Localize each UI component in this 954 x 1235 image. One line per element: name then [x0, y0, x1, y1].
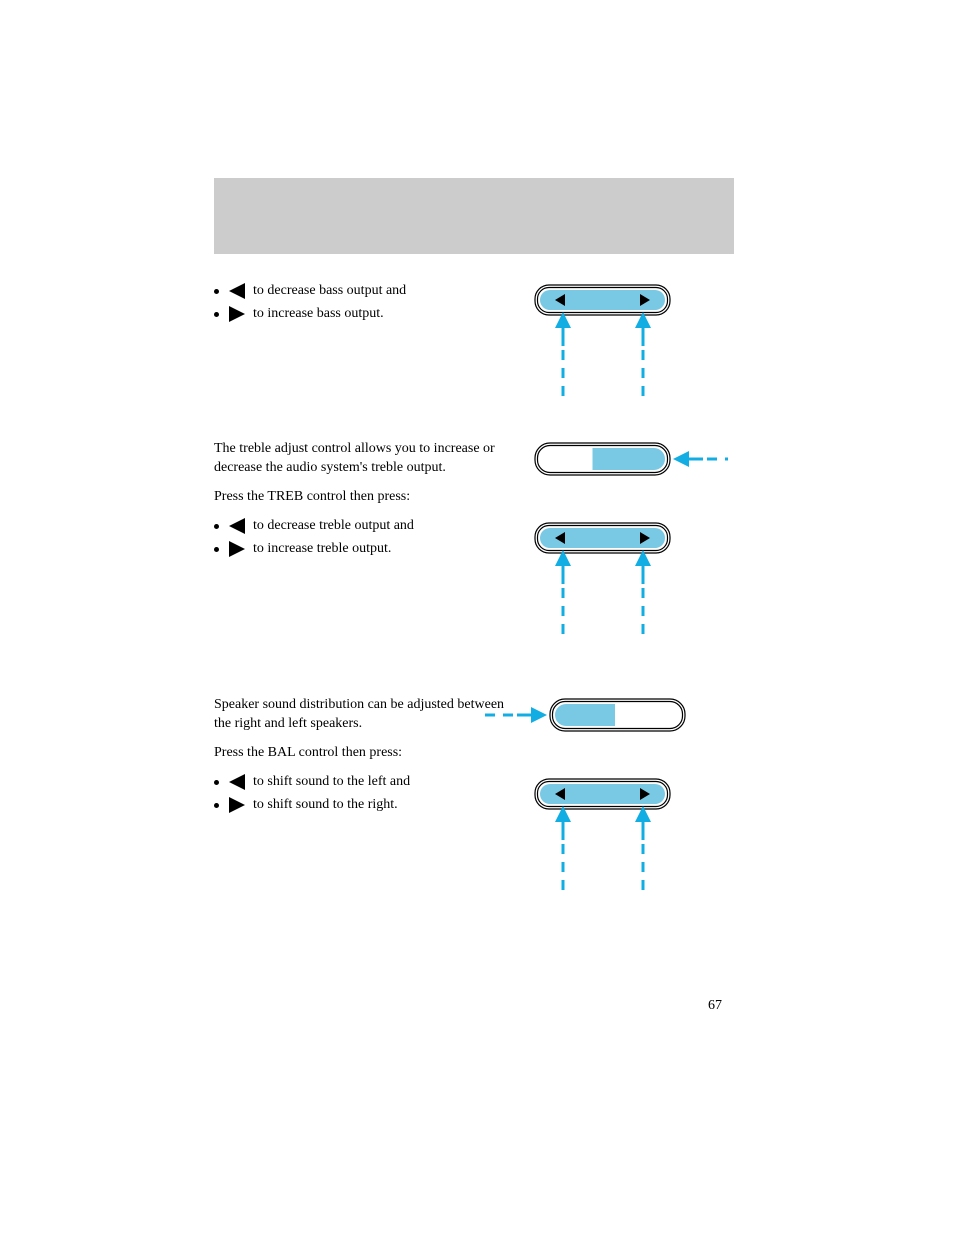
instruction: Press the TREB control then press:	[214, 488, 514, 507]
pill-two-arrows-up-diagram	[530, 774, 675, 909]
paragraph: The treble adjust control allows you to …	[214, 440, 514, 478]
triangle-right-icon	[229, 797, 245, 813]
section-treble: The treble adjust control allows you to …	[214, 440, 514, 562]
bullet-dot-icon	[214, 780, 219, 785]
bullet-text: to decrease treble output and	[253, 517, 414, 536]
bullet-item: to increase bass output.	[214, 305, 514, 324]
bullet-item: to decrease bass output and	[214, 282, 514, 301]
bullet-item: to decrease treble output and	[214, 517, 514, 536]
pill-two-arrows-up-diagram	[530, 280, 675, 415]
bullet-text: to shift sound to the right.	[253, 796, 398, 815]
bullet-dot-icon	[214, 547, 219, 552]
bullet-item: to increase treble output.	[214, 540, 514, 559]
pill-two-arrows-up-diagram	[530, 518, 675, 653]
bullet-text: to decrease bass output and	[253, 282, 406, 301]
instruction: Press the BAL control then press:	[214, 744, 514, 763]
section-bass: to decrease bass output and to increase b…	[214, 282, 514, 328]
bullet-text: to increase treble output.	[253, 540, 391, 559]
page-root: to decrease bass output and to increase b…	[0, 0, 954, 1235]
triangle-right-icon	[229, 541, 245, 557]
triangle-left-icon	[229, 774, 245, 790]
triangle-right-icon	[229, 306, 245, 322]
bullet-item: to shift sound to the right.	[214, 796, 514, 815]
header-band	[214, 178, 734, 254]
bullet-dot-icon	[214, 312, 219, 317]
bullet-dot-icon	[214, 289, 219, 294]
page-number: 67	[708, 998, 722, 1014]
bullet-dot-icon	[214, 803, 219, 808]
paragraph: Speaker sound distribution can be adjust…	[214, 696, 514, 734]
pill-side-arrow-left-diagram	[470, 694, 730, 738]
bullet-item: to shift sound to the left and	[214, 773, 514, 792]
triangle-left-icon	[229, 283, 245, 299]
triangle-left-icon	[229, 518, 245, 534]
pill-side-arrow-right-diagram	[530, 438, 730, 482]
section-balance: Speaker sound distribution can be adjust…	[214, 696, 514, 818]
bullet-dot-icon	[214, 524, 219, 529]
bullet-text: to shift sound to the left and	[253, 773, 410, 792]
bullet-text: to increase bass output.	[253, 305, 384, 324]
